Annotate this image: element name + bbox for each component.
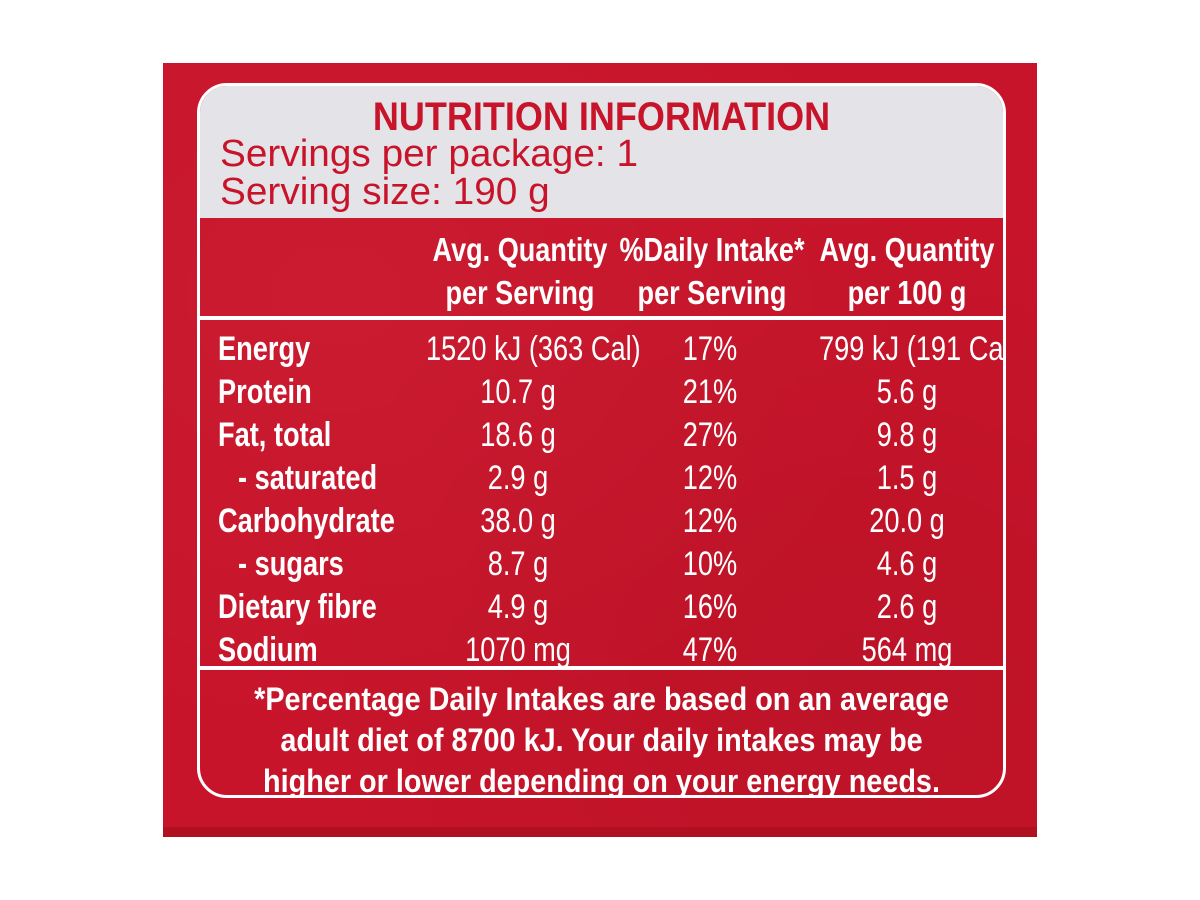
column-header-line: per 100 g <box>847 274 967 311</box>
nutrient-label: Carbohydrate <box>218 502 395 540</box>
per-100g-value: 20.0 g <box>869 502 945 540</box>
column-header-line: Avg. Quantity <box>819 231 995 268</box>
footnote: *Percentage Daily Intakes are based on a… <box>210 679 993 798</box>
per-serving-value: 1070 mg <box>465 631 571 669</box>
per-100g-value: 2.6 g <box>876 588 938 626</box>
column-header-line: %Daily Intake* <box>619 231 805 268</box>
per-100g-value: 1.5 g <box>876 459 938 497</box>
per-serving-value: 8.7 g <box>487 545 549 583</box>
per-serving-value: 1520 kJ (363 Cal) <box>426 330 641 368</box>
daily-intake-value: 27% <box>682 416 738 454</box>
daily-intake-value: 12% <box>682 459 738 497</box>
nutrient-rows: Energy 1520 kJ (363 Cal) 17% 799 kJ (191… <box>200 328 1003 672</box>
per-serving-value: 4.9 g <box>487 588 549 626</box>
table-row: - saturated 2.9 g 12% 1.5 g <box>200 457 1003 500</box>
footnote-line: *Percentage Daily Intakes are based on a… <box>254 681 949 717</box>
servings-per-package: Servings per package: 1 <box>220 133 639 175</box>
nutrition-panel: NUTRITION INFORMATION Servings per packa… <box>163 63 1037 837</box>
nutrient-label: Protein <box>218 373 312 411</box>
table-row: Carbohydrate 38.0 g 12% 20.0 g <box>200 500 1003 543</box>
table-row: - sugars 8.7 g 10% 4.6 g <box>200 543 1003 586</box>
serving-info: Servings per package: 1 Serving size: 19… <box>220 135 638 211</box>
table-row: Protein 10.7 g 21% 5.6 g <box>200 371 1003 414</box>
daily-intake-value: 12% <box>682 502 738 540</box>
column-header-per-serving: Avg. Quantity per Serving <box>430 228 610 314</box>
per-100g-value: 564 mg <box>861 631 953 669</box>
nutrition-table: NUTRITION INFORMATION Servings per packa… <box>197 83 1006 798</box>
nutrition-title: NUTRITION INFORMATION <box>372 95 831 139</box>
nutrient-label: Fat, total <box>218 416 332 454</box>
nutrient-label: Sodium <box>218 631 318 669</box>
package-edge <box>163 827 1037 837</box>
table-row: Dietary fibre 4.9 g 16% 2.6 g <box>200 586 1003 629</box>
per-100g-value: 4.6 g <box>876 545 938 583</box>
per-100g-value: 9.8 g <box>876 416 938 454</box>
per-100g-value: 799 kJ (191 Cal) <box>819 330 1006 368</box>
footnote-line: adult diet of 8700 kJ. Your daily intake… <box>280 722 923 758</box>
daily-intake-value: 21% <box>682 373 738 411</box>
table-row: Sodium 1070 mg 47% 564 mg <box>200 629 1003 672</box>
table-row: Fat, total 18.6 g 27% 9.8 g <box>200 414 1003 457</box>
column-header-daily-intake: %Daily Intake* per Serving <box>614 228 811 314</box>
nutrient-label: Energy <box>218 330 311 368</box>
serving-size: Serving size: 190 g <box>220 171 550 213</box>
column-header-per-100g: Avg. Quantity per 100 g <box>817 228 997 314</box>
per-serving-value: 18.6 g <box>480 416 556 454</box>
divider <box>200 666 1003 670</box>
column-header-line: per Serving <box>445 274 595 311</box>
nutrient-label: - sugars <box>238 545 344 583</box>
daily-intake-value: 17% <box>682 330 738 368</box>
column-header-line: per Serving <box>637 274 787 311</box>
per-100g-value: 5.6 g <box>876 373 938 411</box>
column-header-line: Avg. Quantity <box>432 231 608 268</box>
nutrition-header: NUTRITION INFORMATION Servings per packa… <box>200 86 1003 218</box>
daily-intake-value: 10% <box>682 545 738 583</box>
daily-intake-value: 16% <box>682 588 738 626</box>
table-row: Energy 1520 kJ (363 Cal) 17% 799 kJ (191… <box>200 328 1003 371</box>
per-serving-value: 2.9 g <box>487 459 549 497</box>
per-serving-value: 38.0 g <box>480 502 556 540</box>
nutrient-label: Dietary fibre <box>218 588 377 626</box>
footnote-line: higher or lower depending on your energy… <box>263 763 940 798</box>
daily-intake-value: 47% <box>682 631 738 669</box>
divider <box>200 316 1003 320</box>
nutrient-label: - saturated <box>238 459 378 497</box>
per-serving-value: 10.7 g <box>480 373 556 411</box>
